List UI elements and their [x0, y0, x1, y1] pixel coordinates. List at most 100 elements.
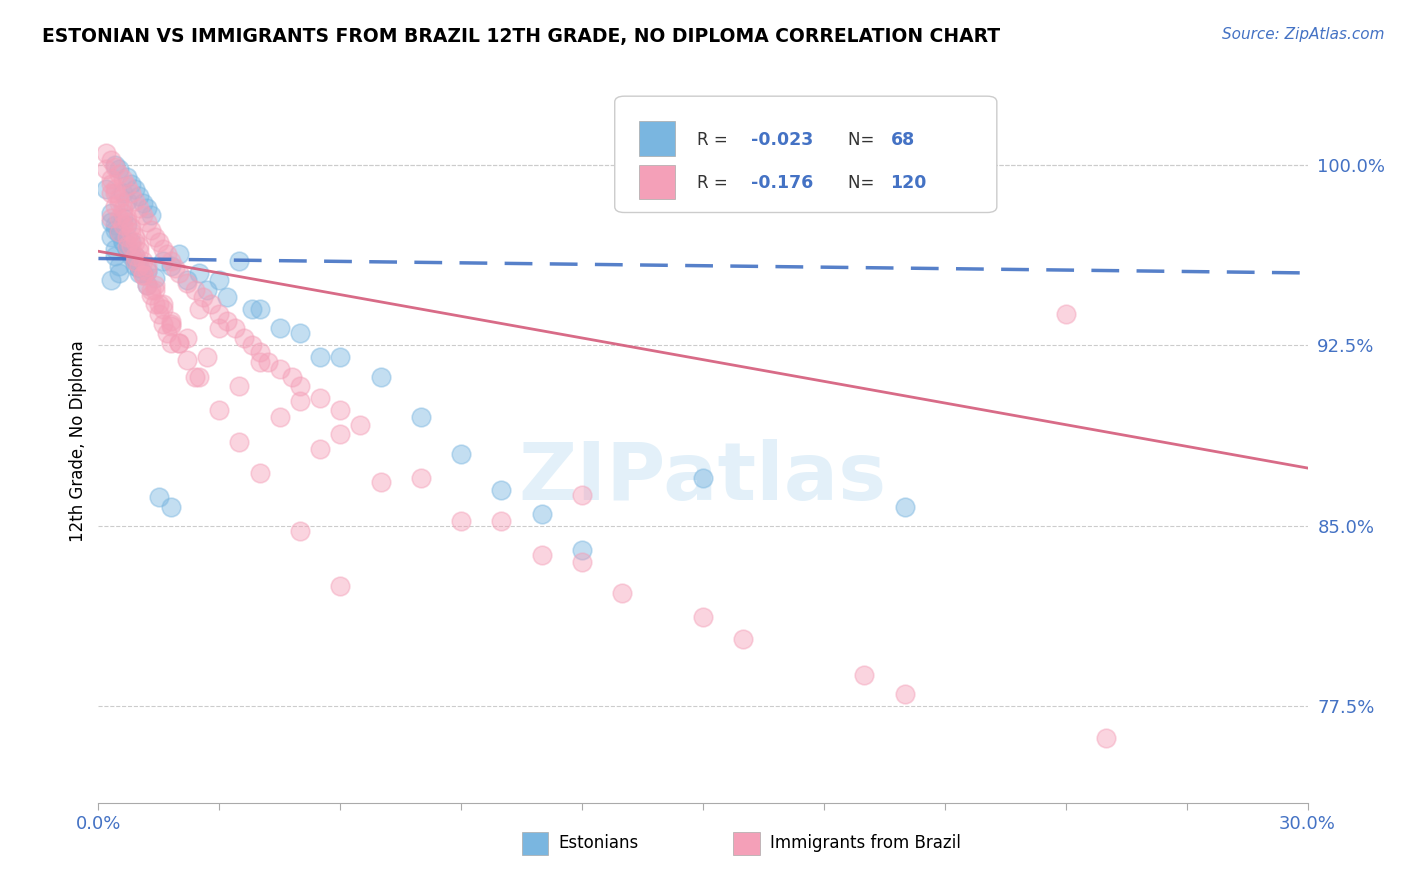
Point: [152, 302, 174, 317]
Point: [128, 259, 150, 273]
Point: [160, 500, 183, 514]
Point: [152, 242, 174, 256]
Point: [176, 331, 198, 345]
Text: 68: 68: [890, 130, 915, 149]
Point: [269, 321, 291, 335]
Point: [200, 297, 222, 311]
Point: [96, 181, 118, 195]
Point: [115, 179, 138, 194]
Point: [160, 314, 183, 328]
Point: [249, 345, 271, 359]
Point: [152, 297, 174, 311]
Point: [195, 283, 218, 297]
Point: [288, 379, 311, 393]
Point: [208, 307, 231, 321]
Text: ZIPatlas: ZIPatlas: [519, 439, 887, 516]
Point: [370, 475, 392, 490]
Point: [132, 254, 155, 268]
Point: [132, 208, 155, 222]
Point: [228, 254, 250, 268]
Point: [128, 244, 150, 259]
Point: [115, 239, 138, 253]
Point: [163, 261, 186, 276]
Point: [111, 218, 134, 232]
Point: [288, 326, 311, 340]
Point: [176, 352, 198, 367]
Point: [195, 350, 218, 364]
Point: [115, 242, 138, 256]
Point: [612, 586, 634, 600]
Point: [156, 246, 179, 260]
Point: [115, 169, 138, 184]
Point: [124, 229, 146, 244]
Point: [139, 222, 162, 236]
Point: [167, 266, 190, 280]
Point: [115, 229, 138, 244]
FancyBboxPatch shape: [614, 96, 997, 212]
Text: N=: N=: [848, 130, 880, 149]
Bar: [638, 165, 675, 200]
Point: [107, 167, 129, 181]
Point: [167, 246, 190, 260]
Point: [96, 145, 118, 160]
Text: R =: R =: [697, 130, 733, 149]
Point: [100, 229, 122, 244]
Point: [156, 326, 179, 340]
Point: [103, 218, 125, 232]
Point: [281, 369, 304, 384]
Point: [228, 434, 250, 449]
Point: [208, 321, 231, 335]
Point: [224, 321, 246, 335]
Point: [143, 270, 166, 285]
Point: [148, 490, 170, 504]
Point: [107, 259, 129, 273]
Point: [120, 220, 142, 235]
Point: [232, 331, 254, 345]
Point: [256, 355, 278, 369]
Point: [124, 194, 146, 208]
Point: [111, 235, 134, 249]
Point: [692, 470, 714, 484]
Point: [115, 242, 138, 256]
Point: [139, 283, 162, 297]
Point: [309, 350, 332, 364]
Point: [103, 157, 125, 171]
Point: [135, 277, 157, 292]
Point: [853, 668, 876, 682]
Point: [120, 235, 142, 249]
Point: [96, 162, 118, 177]
Point: [143, 229, 166, 244]
Point: [176, 276, 198, 290]
Point: [269, 410, 291, 425]
Point: [160, 335, 183, 350]
Point: [103, 242, 125, 256]
Point: [103, 181, 125, 195]
Point: [120, 239, 142, 253]
Point: [103, 222, 125, 236]
Text: R =: R =: [697, 174, 733, 192]
Point: [128, 201, 150, 215]
Point: [100, 172, 122, 186]
Point: [124, 249, 146, 263]
Point: [217, 290, 239, 304]
Point: [107, 225, 129, 239]
Point: [128, 189, 150, 203]
Text: -0.176: -0.176: [751, 174, 814, 192]
Point: [120, 225, 142, 239]
Point: [1095, 731, 1118, 745]
Bar: [638, 121, 675, 156]
Point: [370, 369, 392, 384]
Point: [148, 307, 170, 321]
Point: [107, 266, 129, 280]
Point: [132, 196, 155, 211]
Point: [329, 579, 352, 593]
Point: [100, 186, 122, 201]
Point: [309, 391, 332, 405]
Point: [160, 318, 183, 333]
Point: [124, 259, 146, 273]
Point: [120, 249, 142, 263]
Point: [115, 218, 138, 232]
Point: [240, 302, 263, 317]
Point: [167, 335, 190, 350]
Point: [160, 317, 183, 331]
